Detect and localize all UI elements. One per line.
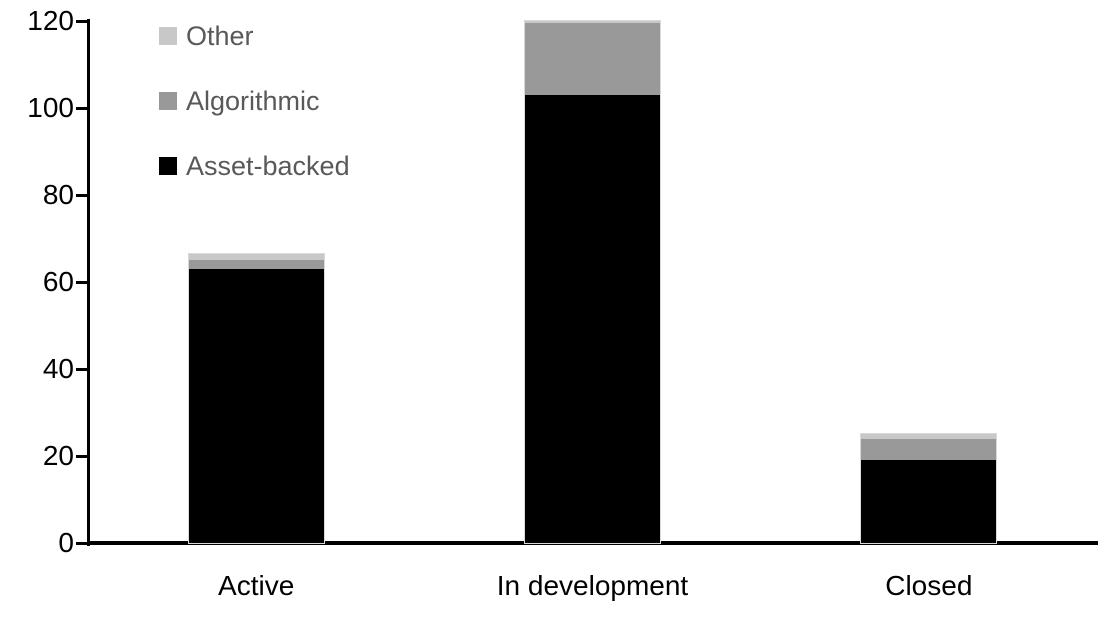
y-axis-tick-label: 20 xyxy=(42,440,74,471)
legend-label: Asset-backed xyxy=(186,151,350,181)
bar-segment-other xyxy=(188,253,324,261)
y-axis-tick xyxy=(76,367,88,371)
bar-segment-other xyxy=(525,21,660,24)
legend-label: Algorithmic xyxy=(186,86,320,116)
bar-in-development xyxy=(524,20,661,544)
category-label: In development xyxy=(496,570,689,601)
bar-segment-algorithmic xyxy=(525,23,660,95)
legend-swatch-icon xyxy=(159,157,177,175)
bar-segment-algorithmic xyxy=(861,438,997,461)
bar-segment-asset-backed xyxy=(525,94,660,543)
y-axis-tick-label: 60 xyxy=(42,266,74,297)
x-axis-line xyxy=(87,541,1098,545)
legend-item-algorithmic: Algorithmic xyxy=(159,87,320,115)
y-axis-tick xyxy=(76,106,88,110)
legend-item-asset-backed: Asset-backed xyxy=(159,152,350,180)
legend-item-other: Other xyxy=(159,22,254,50)
y-axis-tick xyxy=(76,280,88,284)
bar-segment-asset-backed xyxy=(861,460,997,543)
y-axis-tick-label: 100 xyxy=(27,92,74,123)
category-label: Closed xyxy=(885,570,973,601)
y-axis-tick xyxy=(76,454,88,458)
legend-swatch-icon xyxy=(159,27,177,45)
y-axis-tick xyxy=(76,19,88,23)
bar-segment-algorithmic xyxy=(188,260,324,269)
y-axis-tick xyxy=(76,541,88,545)
bar-segment-asset-backed xyxy=(188,268,324,543)
y-axis-tick-label: 80 xyxy=(42,179,74,210)
y-axis-tick xyxy=(76,193,88,197)
y-axis-line xyxy=(87,19,90,546)
y-axis-tick-label: 40 xyxy=(42,353,74,384)
bar-active xyxy=(187,252,325,544)
legend-label: Other xyxy=(186,21,254,51)
legend-swatch-icon xyxy=(159,92,177,110)
bar-segment-other xyxy=(861,434,997,439)
bar-closed xyxy=(860,433,998,544)
y-axis-tick-label: 120 xyxy=(27,5,74,36)
y-axis-tick-label: 0 xyxy=(58,527,74,558)
category-label: Active xyxy=(218,570,295,601)
